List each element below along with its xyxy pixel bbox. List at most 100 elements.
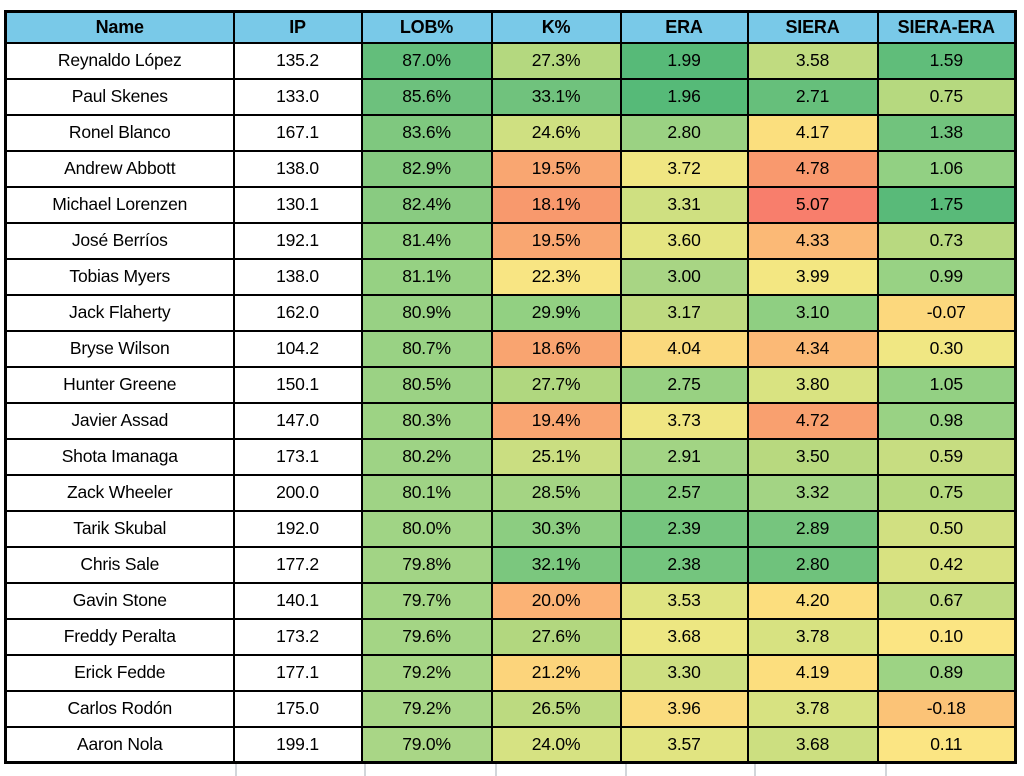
cell-lob-pct: 80.1% bbox=[360, 473, 493, 512]
cell-ip: 173.1 bbox=[232, 437, 363, 476]
cell-siera-era: 0.89 bbox=[876, 653, 1017, 692]
gridline-segment bbox=[366, 764, 498, 776]
table-row: Javier Assad 147.0 80.3% 19.4% 3.73 4.72… bbox=[4, 401, 1017, 440]
next-row-gridlines bbox=[7, 764, 1024, 776]
cell-siera-era: 0.67 bbox=[876, 581, 1017, 620]
cell-lob-pct: 80.9% bbox=[360, 293, 493, 332]
cell-lob-pct: 81.1% bbox=[360, 257, 493, 296]
table-row: Aaron Nola 199.1 79.0% 24.0% 3.57 3.68 0… bbox=[4, 725, 1017, 764]
header-name: Name bbox=[4, 10, 235, 44]
cell-player-name: Paul Skenes bbox=[4, 77, 235, 116]
cell-k-pct: 22.3% bbox=[490, 257, 622, 296]
cell-player-name: Bryse Wilson bbox=[4, 329, 235, 368]
cell-k-pct: 18.6% bbox=[490, 329, 622, 368]
cell-siera: 4.33 bbox=[746, 221, 879, 260]
cell-k-pct: 24.6% bbox=[490, 113, 622, 152]
cell-ip: 138.0 bbox=[232, 149, 363, 188]
gridline-segment bbox=[7, 764, 237, 776]
cell-lob-pct: 79.8% bbox=[360, 545, 493, 584]
cell-siera-era: 0.98 bbox=[876, 401, 1017, 440]
cell-siera-era: 0.75 bbox=[876, 77, 1017, 116]
cell-siera: 3.78 bbox=[746, 689, 879, 728]
cell-ip: 162.0 bbox=[232, 293, 363, 332]
cell-k-pct: 19.5% bbox=[490, 149, 622, 188]
cell-k-pct: 29.9% bbox=[490, 293, 622, 332]
table-row: Ronel Blanco 167.1 83.6% 24.6% 2.80 4.17… bbox=[4, 113, 1017, 152]
cell-lob-pct: 79.6% bbox=[360, 617, 493, 656]
cell-siera: 3.10 bbox=[746, 293, 879, 332]
cell-era: 1.96 bbox=[619, 77, 749, 116]
cell-siera-era: 1.38 bbox=[876, 113, 1017, 152]
table-row: Chris Sale 177.2 79.8% 32.1% 2.38 2.80 0… bbox=[4, 545, 1017, 584]
pitcher-stats-table: Name IP LOB% K% ERA SIERA SIERA-ERA Reyn… bbox=[4, 10, 1017, 764]
cell-siera: 3.50 bbox=[746, 437, 879, 476]
cell-siera-era: -0.07 bbox=[876, 293, 1017, 332]
table-row: Zack Wheeler 200.0 80.1% 28.5% 2.57 3.32… bbox=[4, 473, 1017, 512]
cell-siera-era: 1.59 bbox=[876, 41, 1017, 80]
cell-lob-pct: 82.4% bbox=[360, 185, 493, 224]
cell-lob-pct: 87.0% bbox=[360, 41, 493, 80]
cell-k-pct: 19.4% bbox=[490, 401, 622, 440]
cell-k-pct: 27.7% bbox=[490, 365, 622, 404]
cell-era: 3.31 bbox=[619, 185, 749, 224]
cell-era: 4.04 bbox=[619, 329, 749, 368]
cell-siera-era: 0.30 bbox=[876, 329, 1017, 368]
cell-ip: 130.1 bbox=[232, 185, 363, 224]
cell-lob-pct: 81.4% bbox=[360, 221, 493, 260]
header-siera: SIERA bbox=[746, 10, 879, 44]
gridline-segment bbox=[756, 764, 887, 776]
cell-player-name: Javier Assad bbox=[4, 401, 235, 440]
table-row: Shota Imanaga 173.1 80.2% 25.1% 2.91 3.5… bbox=[4, 437, 1017, 476]
cell-player-name: Chris Sale bbox=[4, 545, 235, 584]
gridline-segment bbox=[237, 764, 366, 776]
cell-lob-pct: 82.9% bbox=[360, 149, 493, 188]
cell-siera-era: -0.18 bbox=[876, 689, 1017, 728]
cell-lob-pct: 80.0% bbox=[360, 509, 493, 548]
cell-siera-era: 0.42 bbox=[876, 545, 1017, 584]
cell-siera: 2.80 bbox=[746, 545, 879, 584]
cell-siera-era: 1.75 bbox=[876, 185, 1017, 224]
cell-siera: 4.78 bbox=[746, 149, 879, 188]
table-row: José Berríos 192.1 81.4% 19.5% 3.60 4.33… bbox=[4, 221, 1017, 260]
cell-era: 2.39 bbox=[619, 509, 749, 548]
cell-siera-era: 0.59 bbox=[876, 437, 1017, 476]
cell-player-name: Tobias Myers bbox=[4, 257, 235, 296]
cell-k-pct: 27.6% bbox=[490, 617, 622, 656]
cell-siera: 4.72 bbox=[746, 401, 879, 440]
cell-lob-pct: 79.0% bbox=[360, 725, 493, 764]
cell-ip: 177.2 bbox=[232, 545, 363, 584]
cell-player-name: Shota Imanaga bbox=[4, 437, 235, 476]
cell-k-pct: 19.5% bbox=[490, 221, 622, 260]
cell-ip: 104.2 bbox=[232, 329, 363, 368]
cell-player-name: Erick Fedde bbox=[4, 653, 235, 692]
cell-siera-era: 1.06 bbox=[876, 149, 1017, 188]
cell-ip: 177.1 bbox=[232, 653, 363, 692]
header-siera-minus-era: SIERA-ERA bbox=[876, 10, 1017, 44]
cell-player-name: Reynaldo López bbox=[4, 41, 235, 80]
cell-player-name: Freddy Peralta bbox=[4, 617, 235, 656]
cell-era: 3.00 bbox=[619, 257, 749, 296]
cell-lob-pct: 79.2% bbox=[360, 689, 493, 728]
table-row: Jack Flaherty 162.0 80.9% 29.9% 3.17 3.1… bbox=[4, 293, 1017, 332]
cell-era: 3.57 bbox=[619, 725, 749, 764]
cell-k-pct: 30.3% bbox=[490, 509, 622, 548]
cell-siera: 3.32 bbox=[746, 473, 879, 512]
cell-ip: 167.1 bbox=[232, 113, 363, 152]
cell-lob-pct: 80.2% bbox=[360, 437, 493, 476]
cell-siera: 3.68 bbox=[746, 725, 879, 764]
cell-ip: 133.0 bbox=[232, 77, 363, 116]
cell-player-name: Hunter Greene bbox=[4, 365, 235, 404]
cell-siera: 4.19 bbox=[746, 653, 879, 692]
table-row: Andrew Abbott 138.0 82.9% 19.5% 3.72 4.7… bbox=[4, 149, 1017, 188]
header-era: ERA bbox=[619, 10, 749, 44]
table-row: Carlos Rodón 175.0 79.2% 26.5% 3.96 3.78… bbox=[4, 689, 1017, 728]
cell-lob-pct: 80.7% bbox=[360, 329, 493, 368]
cell-era: 2.38 bbox=[619, 545, 749, 584]
cell-siera-era: 0.50 bbox=[876, 509, 1017, 548]
cell-lob-pct: 83.6% bbox=[360, 113, 493, 152]
table-row: Michael Lorenzen 130.1 82.4% 18.1% 3.31 … bbox=[4, 185, 1017, 224]
table-row: Gavin Stone 140.1 79.7% 20.0% 3.53 4.20 … bbox=[4, 581, 1017, 620]
table-row: Tarik Skubal 192.0 80.0% 30.3% 2.39 2.89… bbox=[4, 509, 1017, 548]
cell-era: 3.17 bbox=[619, 293, 749, 332]
cell-siera: 4.17 bbox=[746, 113, 879, 152]
